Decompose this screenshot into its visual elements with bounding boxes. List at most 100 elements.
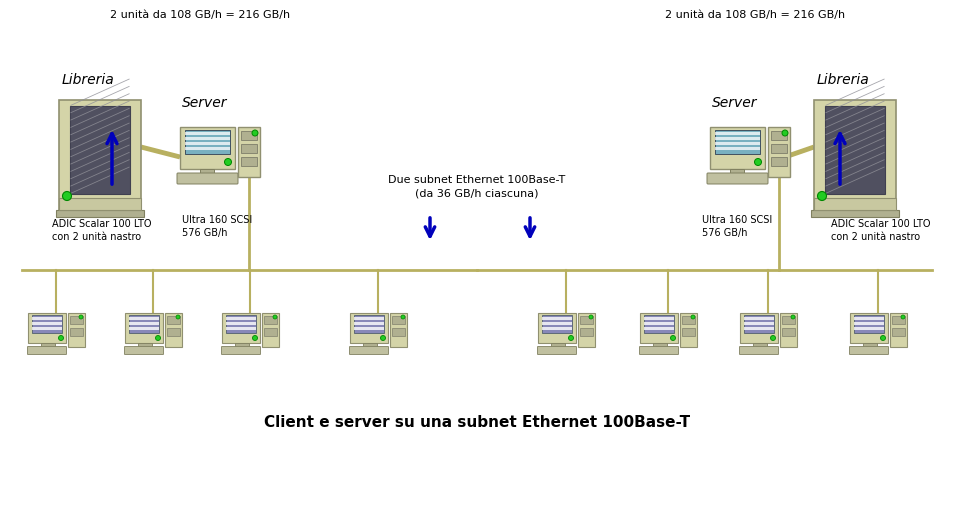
Circle shape <box>63 192 71 201</box>
Text: Server: Server <box>711 96 757 110</box>
Bar <box>129 327 159 330</box>
Text: Ultra 160 SCSI
576 GB/h: Ultra 160 SCSI 576 GB/h <box>182 215 252 238</box>
Text: Client e server su una subnet Ethernet 100Base-T: Client e server su una subnet Ethernet 1… <box>264 415 689 430</box>
Bar <box>730 169 743 174</box>
FancyBboxPatch shape <box>349 346 388 354</box>
Circle shape <box>253 335 257 341</box>
Bar <box>129 315 159 333</box>
Bar <box>264 328 276 336</box>
Bar <box>226 317 255 320</box>
Bar <box>390 313 407 347</box>
Circle shape <box>175 315 180 319</box>
Bar <box>714 130 760 154</box>
Bar <box>709 127 764 169</box>
Text: ADIC Scalar 100 LTO
con 2 unità nastro: ADIC Scalar 100 LTO con 2 unità nastro <box>830 219 929 242</box>
Text: ADIC Scalar 100 LTO
con 2 unità nastro: ADIC Scalar 100 LTO con 2 unità nastro <box>52 219 152 242</box>
Bar <box>770 131 786 140</box>
Bar <box>70 328 83 336</box>
Bar <box>70 316 83 324</box>
Bar <box>578 313 595 347</box>
Bar <box>813 198 895 210</box>
Bar <box>56 210 144 217</box>
Bar <box>862 343 876 347</box>
Circle shape <box>252 130 257 136</box>
Bar <box>354 327 384 330</box>
Circle shape <box>770 335 775 341</box>
Circle shape <box>690 315 695 319</box>
Text: Due subnet Ethernet 100Base-T: Due subnet Ethernet 100Base-T <box>388 175 565 185</box>
Bar <box>824 106 883 193</box>
Bar <box>781 328 794 336</box>
Bar <box>743 327 773 330</box>
Bar <box>129 317 159 320</box>
Bar <box>32 317 62 320</box>
Bar <box>743 317 773 320</box>
Bar <box>185 147 230 150</box>
Text: Libreria: Libreria <box>816 73 869 87</box>
Bar <box>781 316 794 324</box>
Bar <box>138 343 152 347</box>
Circle shape <box>273 315 276 319</box>
Text: (da 36 GB/h ciascuna): (da 36 GB/h ciascuna) <box>415 188 538 198</box>
Bar <box>853 317 883 320</box>
FancyBboxPatch shape <box>706 173 767 184</box>
Bar <box>681 328 695 336</box>
Bar <box>541 315 572 333</box>
Bar <box>226 315 255 333</box>
FancyBboxPatch shape <box>639 346 678 354</box>
Bar <box>681 316 695 324</box>
Bar <box>643 315 673 333</box>
Circle shape <box>58 335 64 341</box>
Bar <box>237 127 260 177</box>
Text: 2 unità da 108 GB/h = 216 GB/h: 2 unità da 108 GB/h = 216 GB/h <box>664 10 844 20</box>
Bar <box>541 327 572 330</box>
Bar <box>71 106 130 193</box>
Circle shape <box>781 130 787 136</box>
FancyBboxPatch shape <box>848 346 887 354</box>
Bar <box>226 322 255 325</box>
Bar <box>241 144 256 153</box>
Bar <box>767 127 789 177</box>
Bar <box>234 343 249 347</box>
Bar <box>810 210 898 217</box>
FancyBboxPatch shape <box>125 346 163 354</box>
Bar <box>891 328 904 336</box>
Bar <box>222 313 260 343</box>
Bar <box>579 316 593 324</box>
Bar <box>392 328 405 336</box>
Circle shape <box>817 192 825 201</box>
Bar <box>714 142 760 145</box>
Text: Server: Server <box>182 96 227 110</box>
Bar <box>185 130 230 154</box>
Bar <box>32 315 62 333</box>
Circle shape <box>79 315 83 319</box>
Text: Libreria: Libreria <box>62 73 114 87</box>
Bar <box>853 322 883 325</box>
Bar <box>714 137 760 140</box>
Bar <box>354 317 384 320</box>
Circle shape <box>400 315 405 319</box>
Bar <box>679 313 697 347</box>
Bar <box>59 198 141 210</box>
Bar <box>28 313 66 343</box>
Bar <box>185 132 230 135</box>
Bar <box>891 316 904 324</box>
Bar <box>129 322 159 325</box>
Bar <box>780 313 796 347</box>
Bar <box>752 343 766 347</box>
FancyBboxPatch shape <box>221 346 260 354</box>
Bar <box>41 343 55 347</box>
Text: Ultra 160 SCSI
576 GB/h: Ultra 160 SCSI 576 GB/h <box>701 215 771 238</box>
Circle shape <box>790 315 794 319</box>
Bar <box>853 315 883 333</box>
Bar <box>714 147 760 150</box>
Bar <box>643 322 673 325</box>
Bar <box>770 144 786 153</box>
Bar <box>354 322 384 325</box>
FancyBboxPatch shape <box>177 173 237 184</box>
Bar <box>652 343 666 347</box>
Bar <box>32 327 62 330</box>
Bar <box>740 313 778 343</box>
Bar <box>743 315 773 333</box>
Bar <box>264 316 276 324</box>
